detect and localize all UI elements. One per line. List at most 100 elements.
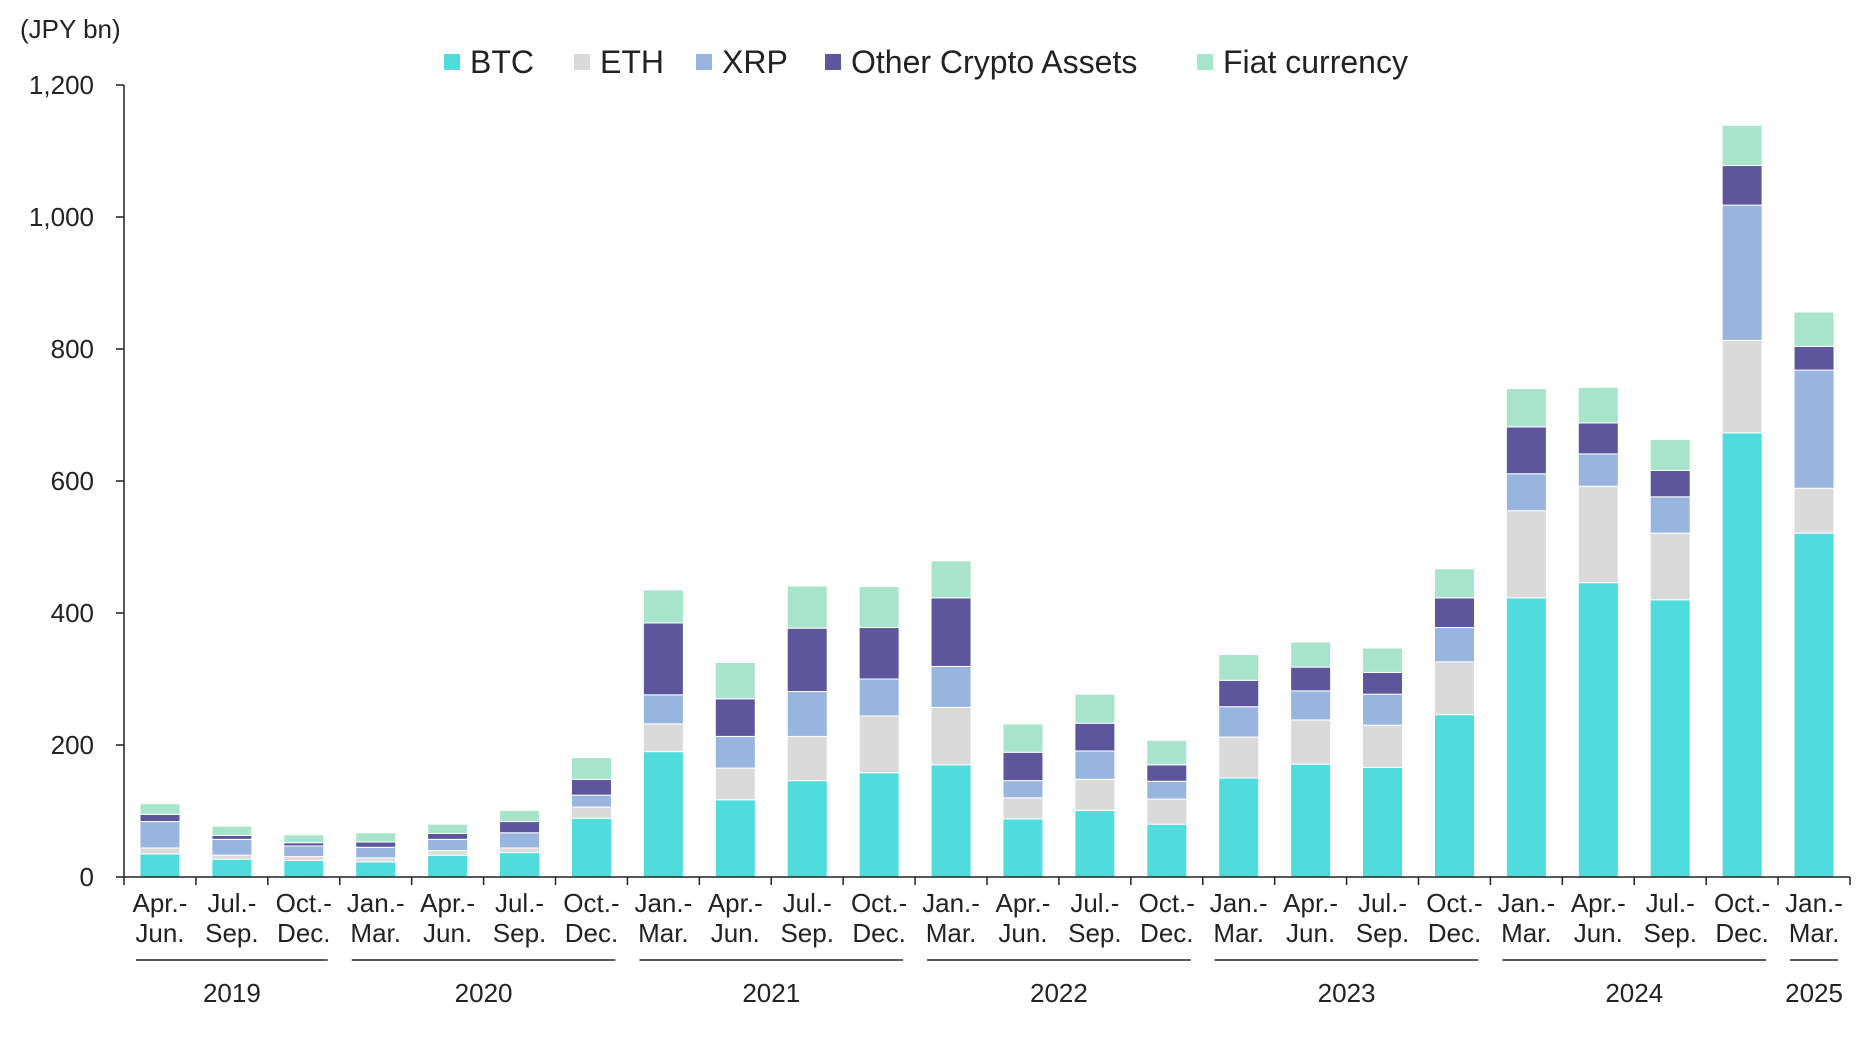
bar-segment-fiat-currency [1721, 124, 1763, 167]
bar-stack [1721, 124, 1763, 878]
bar-segment-btc [930, 764, 972, 878]
bar-stack [1074, 693, 1116, 878]
x-tick-label: Sep. [780, 918, 834, 948]
bar-segment-eth [1505, 510, 1547, 599]
year-group-label: 2019 [203, 978, 261, 1008]
bar-segment-eth [355, 857, 397, 863]
bar-segment-fiat-currency [1002, 723, 1044, 753]
x-tick-label: Oct.- [563, 888, 619, 918]
bar-segment-btc [283, 860, 325, 878]
x-tick-label: Sep. [205, 918, 259, 948]
y-axis-unit-label: (JPY bn) [20, 14, 121, 44]
bar-stack [858, 586, 900, 878]
bar-segment-fiat-currency [355, 832, 397, 843]
x-tick-label: Jan.- [1785, 888, 1843, 918]
bar-stack [714, 662, 756, 878]
bar-segment-other-crypto-assets [355, 841, 397, 848]
bar-segment-fiat-currency [1505, 388, 1547, 428]
bar-segment-fiat-currency [283, 834, 325, 844]
legend-label: BTC [470, 44, 534, 80]
bar-stack [1290, 641, 1332, 878]
bar-segment-xrp [858, 678, 900, 717]
x-tick-label: Oct.- [1139, 888, 1195, 918]
bar-stack [499, 809, 541, 878]
bar-segment-fiat-currency [1218, 654, 1260, 681]
bar-stack [355, 832, 397, 878]
x-tick-label: Mar. [926, 918, 977, 948]
bar-segment-other-crypto-assets [570, 778, 612, 796]
chart-legend: BTC ETH XRP Other Crypto Assets Fiat currenc… [444, 44, 1408, 80]
bar-segment-fiat-currency [1290, 641, 1332, 668]
x-tick-label: Jun. [1574, 918, 1623, 948]
x-tick-label: Apr.- [420, 888, 475, 918]
bar-segment-eth [1433, 661, 1475, 716]
bar-segment-other-crypto-assets [1433, 597, 1475, 629]
x-tick-label: Jul.- [1358, 888, 1407, 918]
legend-swatch-btc [444, 54, 460, 70]
bar-stack [1433, 568, 1475, 878]
bar-segment-xrp [1721, 204, 1763, 341]
bar-segment-other-crypto-assets [1649, 469, 1691, 498]
bar-segment-btc [1433, 714, 1475, 878]
bar-segment-fiat-currency [1433, 568, 1475, 599]
bar-segment-eth [1362, 724, 1404, 768]
bar-segment-eth [930, 706, 972, 766]
bar-segment-eth [1074, 778, 1116, 811]
bar-segment-other-crypto-assets [139, 813, 181, 823]
bar-stack [1146, 739, 1188, 878]
bar-segment-other-crypto-assets [714, 698, 756, 737]
bar-segment-eth [714, 767, 756, 801]
bar-segment-fiat-currency [1793, 311, 1835, 347]
bar-stack [283, 834, 325, 878]
bar-segment-other-crypto-assets [1218, 679, 1260, 708]
x-tick-label: Jan.- [634, 888, 692, 918]
bar-segment-btc [1290, 763, 1332, 878]
bar-stack [1577, 386, 1619, 878]
x-tick-label: Sep. [1068, 918, 1122, 948]
bar-segment-fiat-currency [1362, 647, 1404, 673]
bar-segment-xrp [1793, 369, 1835, 489]
year-group-label: 2020 [455, 978, 513, 1008]
bar-segment-xrp [570, 794, 612, 808]
y-tick-label: 0 [80, 862, 94, 892]
year-group-label: 2025 [1785, 978, 1843, 1008]
x-tick-label: Mar. [638, 918, 689, 948]
bar-segment-xrp [714, 735, 756, 769]
bar-segment-other-crypto-assets [1146, 764, 1188, 782]
bar-stack [211, 825, 253, 878]
bar-segment-fiat-currency [1577, 386, 1619, 424]
bar-segment-eth [139, 847, 181, 855]
bar-segment-fiat-currency [211, 825, 253, 836]
bar-segment-btc [211, 858, 253, 878]
bar-series [139, 124, 1835, 878]
bar-segment-xrp [930, 665, 972, 708]
bar-stack [786, 585, 828, 878]
x-tick-label: Jun. [998, 918, 1047, 948]
x-tick-label: Mar. [350, 918, 401, 948]
x-tick-label: Mar. [1789, 918, 1840, 948]
bar-segment-xrp [1505, 473, 1547, 512]
bar-segment-eth [211, 854, 253, 860]
x-tick-label: Jan.- [1210, 888, 1268, 918]
bar-segment-fiat-currency [642, 589, 684, 624]
bar-stack [1218, 654, 1260, 878]
bar-segment-eth [427, 850, 469, 856]
bar-segment-btc [1218, 777, 1260, 878]
bar-segment-other-crypto-assets [499, 821, 541, 834]
bar-segment-fiat-currency [786, 585, 828, 629]
y-tick-label: 600 [51, 466, 94, 496]
bar-stack [1002, 723, 1044, 878]
bar-segment-fiat-currency [1649, 438, 1691, 471]
x-tick-label: Sep. [1356, 918, 1410, 948]
x-tick-label: Jun. [423, 918, 472, 948]
bar-segment-fiat-currency [570, 757, 612, 780]
bar-stack [642, 589, 684, 878]
bar-segment-other-crypto-assets [427, 832, 469, 840]
bar-segment-fiat-currency [930, 560, 972, 599]
x-tick-label: Dec. [1140, 918, 1193, 948]
y-tick-label: 200 [51, 730, 94, 760]
legend-label: Other Crypto Assets [851, 44, 1137, 80]
bar-segment-other-crypto-assets [1721, 165, 1763, 206]
bar-segment-eth [1146, 798, 1188, 825]
y-tick-label: 1,200 [29, 70, 94, 100]
